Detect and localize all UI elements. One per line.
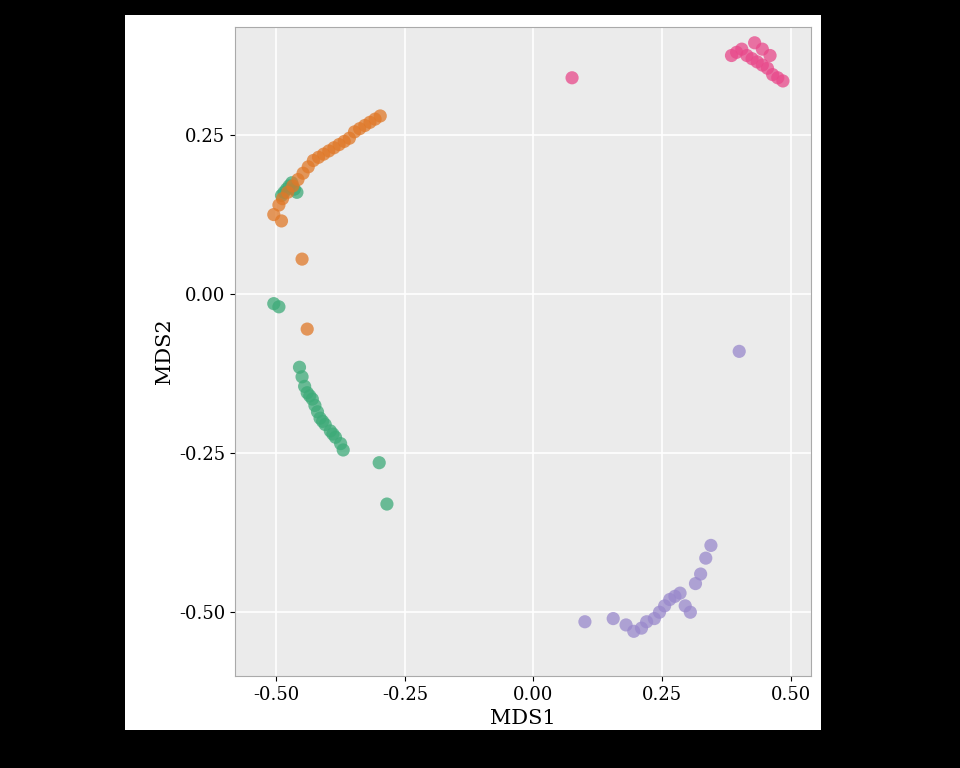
BlueMale xyxy=(331,138,347,151)
OrangeFemale xyxy=(634,622,649,634)
BlueMale xyxy=(274,215,289,227)
OrangeMale xyxy=(765,68,780,81)
BlueFemale xyxy=(284,177,300,189)
OrangeFemale xyxy=(672,587,687,599)
BlueMale xyxy=(362,116,377,128)
BlueMale xyxy=(280,186,296,198)
OrangeFemale xyxy=(626,625,641,637)
BlueMale xyxy=(290,174,305,186)
BlueMale xyxy=(347,126,362,138)
BlueFemale xyxy=(276,186,292,198)
BlueFemale xyxy=(379,498,395,510)
OrangeMale xyxy=(729,46,744,58)
OrangeMale xyxy=(739,49,755,61)
BlueFemale xyxy=(266,297,281,310)
OrangeFemale xyxy=(704,539,719,551)
BlueMale xyxy=(275,193,290,205)
OrangeFemale xyxy=(693,568,708,580)
BlueMale xyxy=(305,154,321,167)
BlueFemale xyxy=(302,389,318,402)
BlueMale xyxy=(311,151,326,164)
BlueMale xyxy=(357,119,372,131)
BlueMale xyxy=(337,135,352,147)
OrangeMale xyxy=(759,62,775,74)
OrangeMale xyxy=(762,49,778,61)
BlueFemale xyxy=(312,412,327,424)
BlueFemale xyxy=(333,438,348,450)
BlueFemale xyxy=(325,428,341,440)
OrangeFemale xyxy=(618,619,634,631)
OrangeFemale xyxy=(652,606,667,618)
OrangeFemale xyxy=(678,600,693,612)
BlueFemale xyxy=(315,415,330,428)
OrangeFemale xyxy=(577,616,592,628)
BlueMale xyxy=(368,113,383,125)
OrangeFemale xyxy=(667,590,683,602)
BlueMale xyxy=(326,141,342,154)
OrangeFemale xyxy=(732,346,747,358)
OrangeFemale xyxy=(606,612,621,624)
OrangeFemale xyxy=(698,552,713,564)
BlueFemale xyxy=(295,371,310,383)
BlueFemale xyxy=(336,444,351,456)
BlueMale xyxy=(285,180,300,192)
OrangeFemale xyxy=(683,606,698,618)
BlueMale xyxy=(295,253,310,265)
BlueMale xyxy=(266,208,281,220)
BlueFemale xyxy=(300,386,315,399)
BlueMale xyxy=(300,161,316,173)
BlueFemale xyxy=(304,393,320,406)
OrangeMale xyxy=(747,37,762,49)
OrangeMale xyxy=(755,59,770,71)
BlueFemale xyxy=(297,380,312,392)
BlueFemale xyxy=(372,456,387,468)
BlueMale xyxy=(300,323,315,336)
BlueMale xyxy=(372,110,388,122)
BlueFemale xyxy=(307,399,323,412)
BlueMale xyxy=(352,123,368,135)
BlueFemale xyxy=(289,186,304,198)
BlueFemale xyxy=(287,183,302,195)
BlueFemale xyxy=(272,301,287,313)
BlueFemale xyxy=(327,431,343,443)
OrangeMale xyxy=(755,43,770,55)
OrangeFemale xyxy=(687,578,703,590)
OrangeFemale xyxy=(662,594,678,606)
X-axis label: MDS1: MDS1 xyxy=(491,709,556,728)
OrangeFemale xyxy=(657,600,672,612)
BlueFemale xyxy=(279,183,295,195)
BlueMale xyxy=(342,132,357,144)
OrangeMale xyxy=(770,71,785,84)
BlueFemale xyxy=(323,425,338,437)
Y-axis label: MDS2: MDS2 xyxy=(155,319,174,384)
BlueFemale xyxy=(318,419,333,431)
OrangeMale xyxy=(724,49,739,61)
OrangeMale xyxy=(734,43,750,55)
BlueMale xyxy=(316,148,331,161)
BlueFemale xyxy=(281,180,297,192)
BlueMale xyxy=(272,199,287,211)
OrangeMale xyxy=(564,71,580,84)
OrangeMale xyxy=(750,56,765,68)
BlueMale xyxy=(321,145,336,157)
OrangeFemale xyxy=(639,616,655,628)
OrangeMale xyxy=(744,52,759,65)
BlueMale xyxy=(296,167,311,180)
BlueFemale xyxy=(292,361,307,373)
OrangeMale xyxy=(776,74,791,87)
BlueFemale xyxy=(310,406,325,418)
OrangeFemale xyxy=(647,612,662,624)
BlueFemale xyxy=(274,190,289,202)
